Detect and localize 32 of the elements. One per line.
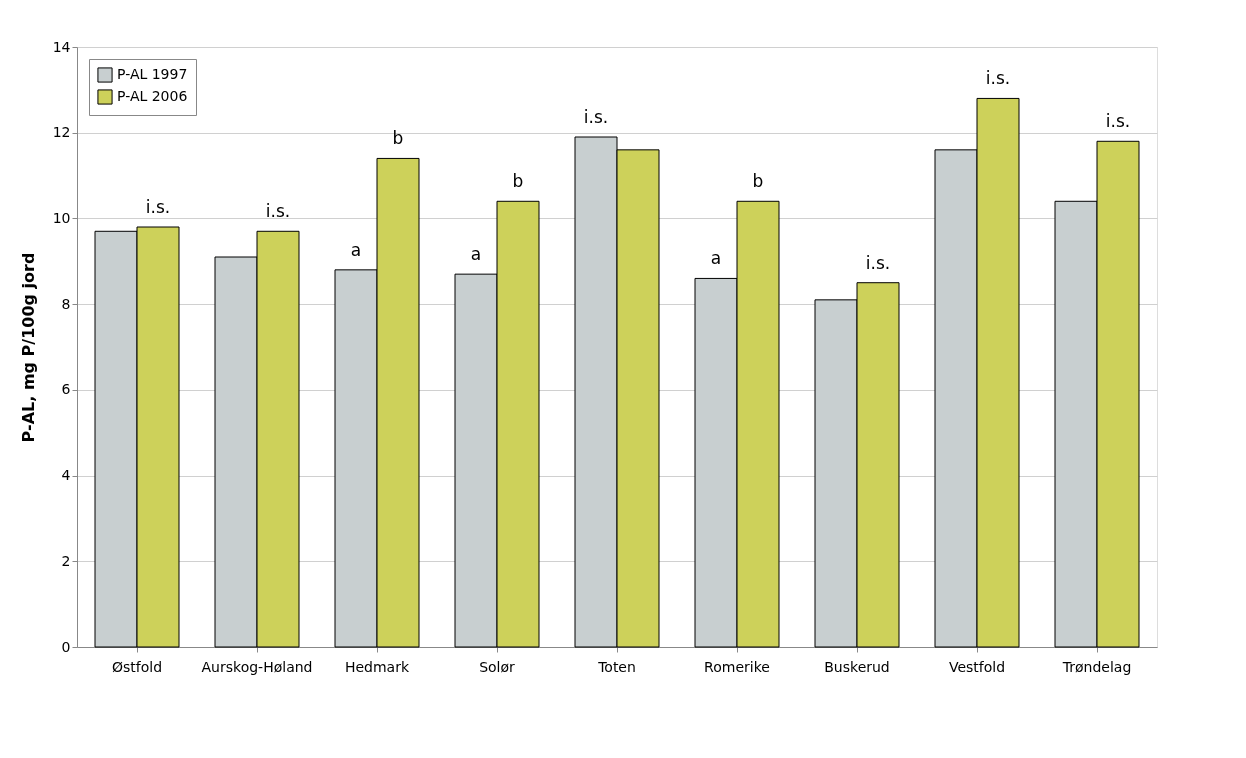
annotation: i.s. <box>985 68 1011 89</box>
y-tick-label: 4 <box>61 467 71 484</box>
x-tick-label: Vestfold <box>948 658 1006 675</box>
legend-label: P-AL 1997 <box>117 66 188 82</box>
annotation: i.s. <box>1105 111 1131 132</box>
y-tick-label: 0 <box>61 638 71 655</box>
annotation: i.s. <box>145 197 171 217</box>
x-tick-label: Aurskog-Høland <box>201 658 313 675</box>
x-tick-label: Trøndelag <box>1061 658 1132 675</box>
x-tick-label: Østfold <box>111 658 163 675</box>
y-tick-label: 2 <box>61 552 71 569</box>
annotation: a <box>350 239 362 260</box>
legend-label: P-AL 2006 <box>117 88 188 104</box>
y-tick-label: 8 <box>61 295 71 312</box>
x-tick-label: Buskerud <box>824 658 890 675</box>
y-tick-label: 10 <box>52 209 71 226</box>
annotation: b <box>512 171 524 192</box>
annotation: b <box>392 128 404 149</box>
annotation: i.s. <box>583 107 609 127</box>
x-tick-label: Romerike <box>704 658 770 675</box>
annotation: i.s. <box>865 252 891 273</box>
y-tick-label: 12 <box>52 124 71 141</box>
y-tick-label: 6 <box>61 381 71 398</box>
y-axis-title: P-AL, mg P/100g jord <box>18 252 38 443</box>
y-tick-label: 14 <box>52 38 71 55</box>
annotation: i.s. <box>265 201 291 222</box>
annotation: a <box>710 248 722 269</box>
x-tick-label: Solør <box>479 658 516 675</box>
annotation: b <box>752 171 764 192</box>
annotation: a <box>470 244 482 265</box>
x-tick-label: Hedmark <box>344 658 410 675</box>
x-tick-label: Toten <box>597 658 636 675</box>
